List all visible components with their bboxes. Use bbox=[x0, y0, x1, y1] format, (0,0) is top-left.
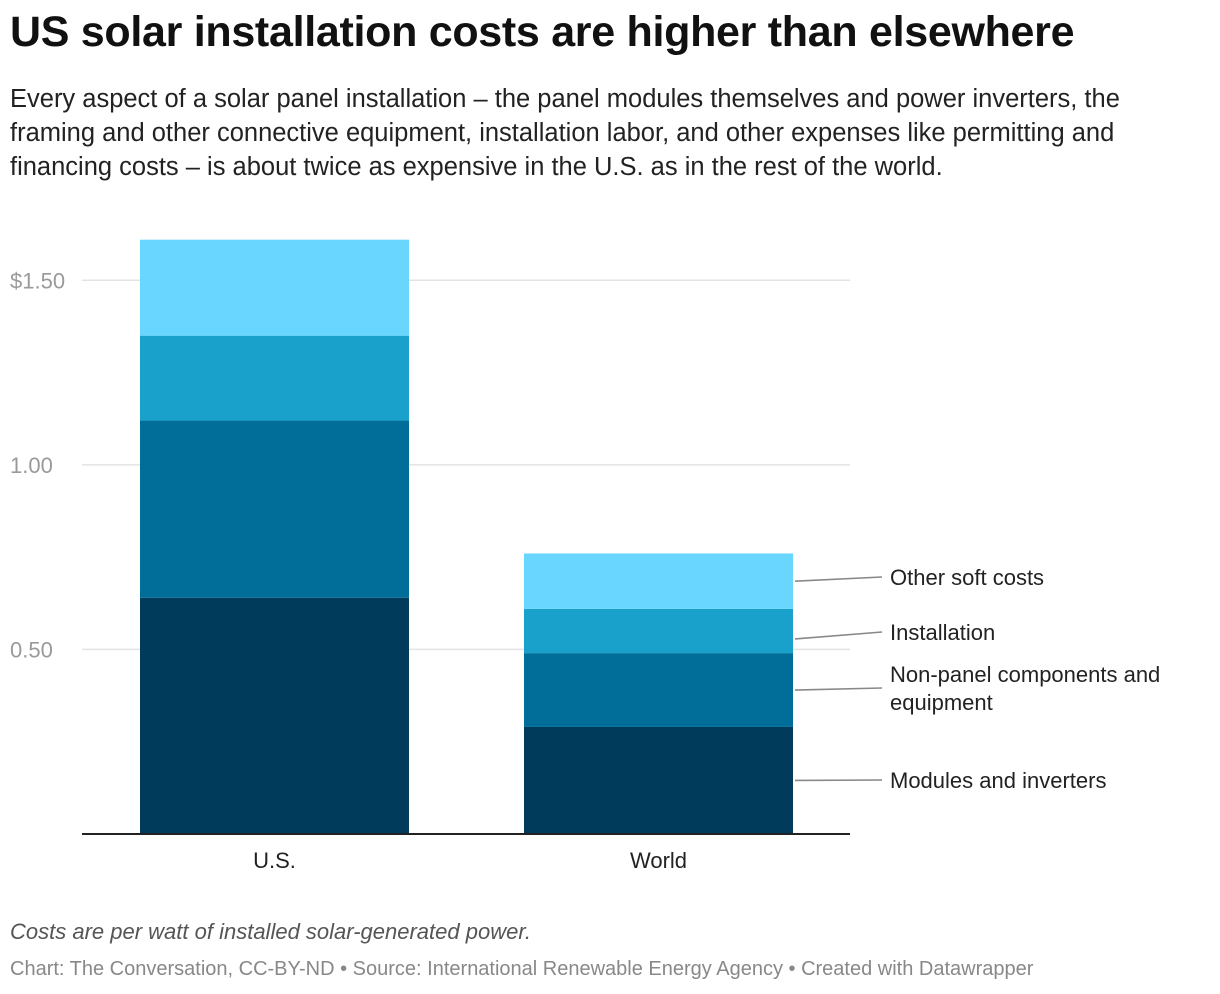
legend-label-installation: Installation bbox=[890, 620, 995, 645]
y-tick-label: $1.50 bbox=[10, 268, 65, 293]
legend-label-modules-and-inverters: Modules and inverters bbox=[890, 768, 1106, 793]
bar-segment-non-panel-components-and-equipment bbox=[140, 420, 409, 598]
stacked-bar-chart: 0.50 1.00 $1.50 U.S. World Modules and invert… bbox=[10, 239, 1160, 873]
chart-note: Costs are per watt of installed solar-ge… bbox=[10, 919, 531, 944]
bar-segment-modules-and-inverters bbox=[140, 597, 409, 834]
bar-segment-installation bbox=[524, 608, 793, 654]
bar-segment-other-soft-costs bbox=[524, 553, 793, 609]
legend-label-non-panel-components-and-equipment: equipment bbox=[890, 690, 993, 715]
legend-leader-other-soft-costs bbox=[794, 576, 883, 582]
x-tick-label: World bbox=[630, 848, 687, 873]
chart-subtitle: Every aspect of a solar panel installati… bbox=[10, 85, 1120, 181]
legend-leader-installation bbox=[794, 631, 883, 640]
legend-leader-non-panel-components-and-equipment bbox=[794, 687, 883, 691]
y-tick-label: 0.50 bbox=[10, 637, 53, 662]
chart-title: US solar installation costs are higher t… bbox=[10, 8, 1075, 56]
bar-segment-other-soft-costs bbox=[140, 239, 409, 336]
chart-credit: Chart: The Conversation, CC-BY-ND • Sour… bbox=[10, 958, 1034, 980]
legend-label-other-soft-costs: Other soft costs bbox=[890, 565, 1044, 590]
bar-segment-installation bbox=[140, 335, 409, 421]
x-tick-label: U.S. bbox=[253, 848, 296, 873]
bar-segment-non-panel-components-and-equipment bbox=[524, 653, 793, 727]
bar-segment-modules-and-inverters bbox=[524, 726, 793, 834]
y-tick-label: 1.00 bbox=[10, 453, 53, 478]
legend-label-non-panel-components-and-equipment: Non-panel components and bbox=[890, 662, 1160, 687]
